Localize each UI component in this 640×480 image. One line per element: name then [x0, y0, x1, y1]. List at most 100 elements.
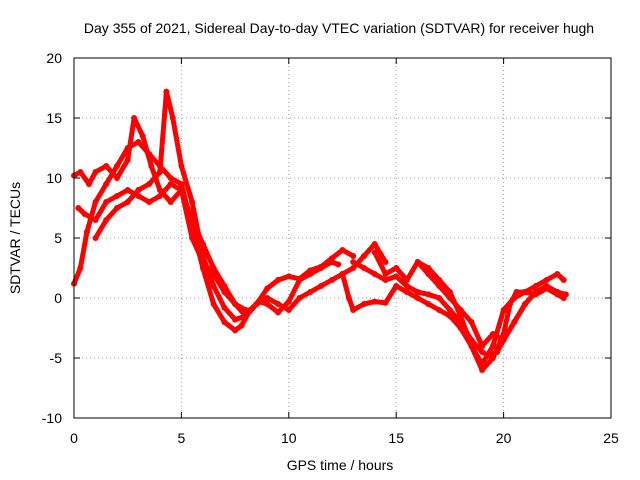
data-point — [124, 157, 131, 163]
y-tick-label: 15 — [46, 110, 62, 126]
data-point — [139, 133, 146, 139]
data-point — [253, 301, 260, 307]
data-point — [489, 331, 496, 337]
data-point — [135, 193, 142, 199]
data-point — [199, 259, 206, 265]
y-tick-label: 5 — [54, 230, 62, 246]
data-point — [328, 255, 335, 262]
data-point — [318, 283, 324, 289]
data-point — [361, 253, 367, 259]
data-point — [560, 277, 567, 283]
data-point — [446, 289, 453, 295]
data-point — [178, 163, 185, 169]
data-point — [307, 289, 314, 295]
data-point — [114, 193, 120, 199]
data-point — [146, 199, 153, 205]
data-point — [500, 331, 507, 337]
data-point — [156, 187, 163, 193]
data-point — [114, 163, 120, 169]
data-point — [81, 211, 88, 217]
data-point — [425, 291, 432, 298]
data-point — [350, 253, 357, 259]
data-point — [382, 271, 389, 277]
series-layer — [71, 88, 569, 373]
data-point — [285, 307, 292, 313]
data-point — [403, 289, 410, 295]
series-line-arc-8 — [415, 259, 569, 373]
data-point — [479, 343, 486, 349]
data-point — [169, 115, 176, 121]
data-point — [522, 289, 529, 295]
data-point — [436, 277, 443, 283]
data-point — [114, 205, 120, 211]
data-point — [468, 319, 475, 325]
data-point — [167, 175, 174, 181]
data-point — [232, 327, 239, 334]
data-point — [83, 229, 90, 235]
data-point — [189, 199, 196, 205]
data-point — [86, 181, 92, 187]
data-point — [318, 263, 324, 270]
data-point — [275, 309, 282, 316]
data-point — [425, 301, 432, 307]
y-tick-label: -10 — [42, 410, 62, 426]
data-point — [403, 277, 410, 283]
data-point — [371, 271, 378, 277]
data-point — [500, 307, 507, 313]
data-point — [77, 265, 84, 271]
data-point — [296, 295, 303, 301]
data-point — [532, 283, 539, 289]
data-point — [232, 316, 239, 323]
data-point — [345, 295, 352, 301]
data-point — [264, 295, 271, 301]
data-point — [350, 259, 357, 265]
data-point — [285, 298, 292, 305]
data-point — [242, 313, 249, 319]
data-point — [275, 301, 282, 307]
y-tick-label: 10 — [46, 170, 62, 186]
data-point — [507, 301, 513, 307]
x-tick-label: 10 — [281, 430, 297, 446]
data-point — [148, 163, 155, 169]
data-point — [146, 181, 153, 187]
data-point — [350, 307, 357, 313]
data-point — [513, 289, 520, 295]
data-point — [350, 265, 357, 271]
data-point — [92, 199, 99, 205]
data-point — [163, 88, 170, 95]
x-tick-label: 20 — [496, 430, 512, 446]
series-line-arc-5 — [340, 271, 567, 367]
data-point — [92, 169, 99, 175]
data-point — [232, 301, 239, 307]
y-axis-label: SDTVAR / TECUs — [7, 182, 23, 294]
data-point — [210, 301, 217, 307]
data-point — [131, 115, 138, 121]
data-point — [296, 275, 303, 282]
data-point — [178, 187, 185, 193]
data-point — [393, 283, 400, 289]
data-point — [382, 277, 389, 283]
data-point — [167, 199, 174, 205]
data-point — [156, 169, 163, 175]
data-point — [124, 199, 131, 205]
x-tick-label: 0 — [70, 430, 78, 446]
data-point — [210, 271, 217, 277]
data-point — [135, 139, 142, 145]
data-point — [178, 181, 185, 187]
data-point — [479, 349, 486, 355]
data-point — [511, 319, 518, 325]
data-point — [221, 289, 228, 295]
data-point — [393, 273, 400, 280]
x-tick-label: 25 — [603, 430, 619, 446]
data-point — [457, 313, 464, 319]
y-tick-label: 20 — [46, 50, 62, 66]
data-point — [468, 343, 475, 349]
data-point — [554, 271, 561, 277]
data-point — [92, 235, 99, 241]
data-point — [335, 261, 342, 268]
data-point — [221, 304, 228, 311]
tick-marks — [73, 57, 612, 419]
data-point — [199, 241, 206, 247]
data-point — [403, 283, 410, 289]
